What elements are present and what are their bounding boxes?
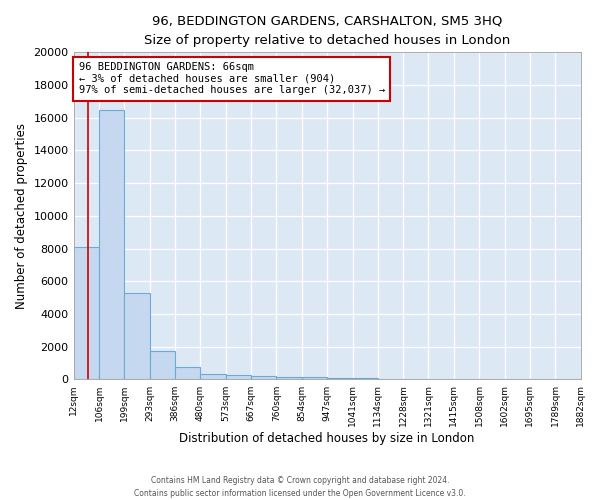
Bar	[150, 351, 175, 380]
Bar	[74, 247, 99, 380]
Bar	[124, 293, 150, 380]
Bar	[353, 378, 378, 380]
Bar	[327, 378, 353, 380]
Bar	[378, 378, 403, 380]
Text: Contains HM Land Registry data © Crown copyright and database right 2024.
Contai: Contains HM Land Registry data © Crown c…	[134, 476, 466, 498]
X-axis label: Distribution of detached houses by size in London: Distribution of detached houses by size …	[179, 432, 475, 445]
Bar	[226, 376, 251, 380]
Bar	[403, 378, 428, 380]
Bar	[175, 367, 200, 380]
Bar	[200, 374, 226, 380]
Bar	[302, 378, 327, 380]
Bar	[99, 110, 124, 380]
Bar	[428, 379, 454, 380]
Text: 96 BEDDINGTON GARDENS: 66sqm
← 3% of detached houses are smaller (904)
97% of se: 96 BEDDINGTON GARDENS: 66sqm ← 3% of det…	[79, 62, 385, 96]
Y-axis label: Number of detached properties: Number of detached properties	[15, 123, 28, 309]
Title: 96, BEDDINGTON GARDENS, CARSHALTON, SM5 3HQ
Size of property relative to detache: 96, BEDDINGTON GARDENS, CARSHALTON, SM5 …	[144, 15, 510, 47]
Bar	[251, 376, 277, 380]
Bar	[277, 376, 302, 380]
